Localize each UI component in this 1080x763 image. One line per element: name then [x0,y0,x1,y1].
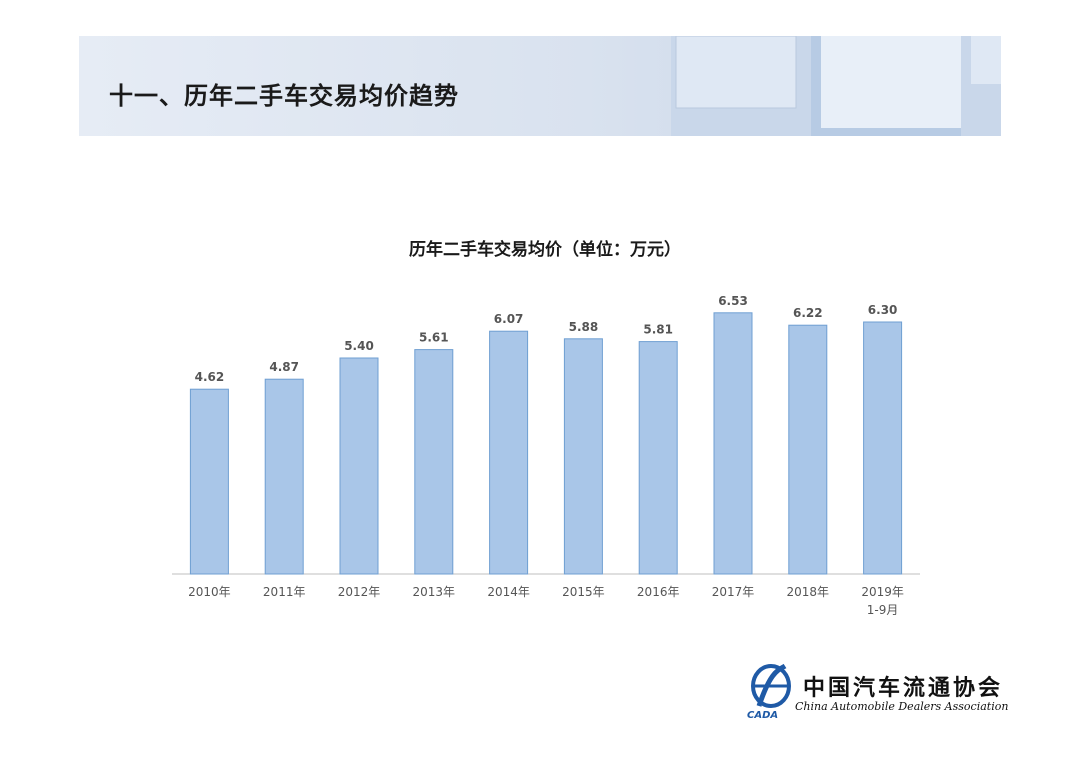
data-label-4: 6.07 [494,312,524,326]
x-tick-label-9-1: 1-9月 [867,603,899,617]
x-tick-label-3: 2013年 [413,585,456,599]
bar-3 [414,349,454,575]
logo-name-cn: 中国汽车流通协会 [803,675,1004,701]
cada-logo: CADA 中国汽车流通协会 China Automobile Dealers A… [745,662,1009,722]
bar-7 [713,312,753,575]
x-tick-label-2: 2012年 [338,585,381,599]
cada-emblem-icon: CADA [747,663,791,720]
bar-8 [788,324,828,575]
x-tick-label-6: 2016年 [637,585,680,599]
header-cubes-image [671,36,1001,136]
data-label-0: 4.62 [195,370,225,384]
data-label-3: 5.61 [419,331,449,345]
data-label-1: 4.87 [269,360,299,374]
x-tick-label-4: 2014年 [487,585,530,599]
data-label-5: 5.88 [569,320,599,334]
bar-4 [489,330,529,575]
logo-name-en: China Automobile Dealers Association [795,700,1009,713]
data-label-2: 5.40 [344,339,374,353]
slide-title: 十一、历年二手车交易均价趋势 [109,82,459,110]
x-tick-label-5: 2015年 [562,585,605,599]
data-label-8: 6.22 [793,306,823,320]
x-tick-label-8: 2018年 [787,585,830,599]
bar-6 [638,341,678,575]
bar-chart: 历年二手车交易均价（单位：万元） 4.62 2010年 4.87 2011年 5.40 2… [150,225,940,635]
x-tick-label-1: 2011年 [263,585,306,599]
cada-mark-text: CADA [747,710,778,720]
data-label-6: 5.81 [643,323,673,337]
data-label-9: 6.30 [868,303,898,317]
x-tick-label-9-0: 2019年 [861,585,904,599]
x-tick-label-0: 2010年 [188,585,231,599]
bar-2 [339,357,379,575]
chart-title: 历年二手车交易均价（单位：万元） [409,240,681,260]
data-label-7: 6.53 [718,294,748,308]
chart-plot: 4.62 2010年 4.87 2011年 5.40 2012年 5.61 2013年 6.07… [172,294,920,617]
header-band: 十一、历年二手车交易均价趋势 [79,36,1001,136]
bar-0 [189,388,229,575]
bar-1 [264,378,304,575]
x-tick-label-7: 2017年 [712,585,755,599]
bar-5 [563,338,603,575]
bar-9 [863,321,903,575]
